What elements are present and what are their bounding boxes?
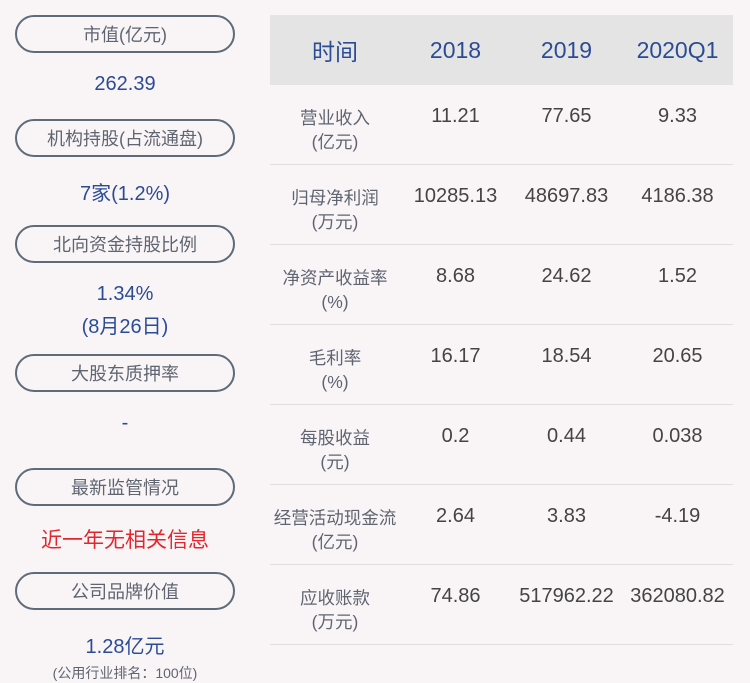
cell: 0.44: [547, 425, 586, 447]
row-label: 净资产收益率 (%): [282, 268, 388, 312]
pledge-ratio-label: 大股东质押率: [15, 354, 235, 392]
financial-table: 时间 2018 2019 2020Q1 营业收入 (亿元) 11.21 77.65…: [270, 15, 733, 645]
header-2019: 2019: [540, 36, 593, 63]
header-2018: 2018: [429, 36, 482, 63]
cell: 3.83: [547, 505, 586, 527]
row-label: 应收账款 (万元): [300, 588, 370, 632]
header-time: 时间: [312, 39, 358, 65]
cell: 0.038: [652, 425, 703, 447]
regulatory-status-label: 最新监管情况: [15, 468, 235, 506]
brand-value-value: 1.28亿元: [85, 636, 165, 658]
cell: 11.21: [431, 105, 480, 127]
row-label: 每股收益 (元): [300, 428, 370, 472]
cell: 48697.83: [524, 185, 609, 207]
cell: 16.17: [430, 345, 481, 367]
cell: 18.54: [541, 345, 592, 367]
northbound-ratio-label: 北向资金持股比例: [15, 225, 235, 263]
cell: 77.65: [541, 105, 592, 127]
row-label: 毛利率 (%): [308, 348, 362, 392]
institutional-holding-label: 机构持股(占流通盘): [15, 119, 235, 157]
row-label: 归母净利润 (万元): [291, 188, 379, 232]
cell: 24.62: [541, 265, 592, 287]
cell: 4186.38: [641, 185, 714, 207]
summary-panel: 市值(亿元) 262.39 机构持股(占流通盘) 7家(1.2%) 北向资金持股…: [15, 15, 235, 683]
table-header: 时间 2018 2019 2020Q1: [270, 15, 733, 85]
cell: 2.64: [436, 505, 475, 527]
institutional-holding-value: 7家(1.2%): [79, 183, 171, 205]
cell: 517962.22: [519, 585, 614, 607]
table-row: 营业收入 (亿元) 11.21 77.65 9.33: [270, 85, 733, 165]
table-row: 归母净利润 (万元) 10285.13 48697.83 4186.38: [270, 165, 733, 245]
regulatory-status-value: 近一年无相关信息: [41, 529, 209, 552]
table-row: 经营活动现金流 (亿元) 2.64 3.83 -4.19: [270, 485, 733, 565]
pledge-ratio-value: -: [121, 412, 129, 434]
table-row: 毛利率 (%) 16.17 18.54 20.65: [270, 325, 733, 405]
header-2020q1: 2020Q1: [636, 36, 719, 63]
cell: 8.68: [436, 265, 475, 287]
market-cap-label: 市值(亿元): [15, 15, 235, 53]
table-row: 每股收益 (元) 0.2 0.44 0.038: [270, 405, 733, 485]
cell: 74.86: [430, 585, 481, 607]
cell: 20.65: [652, 345, 703, 367]
cell: 362080.82: [630, 585, 725, 607]
table-row: 净资产收益率 (%) 8.68 24.62 1.52: [270, 245, 733, 325]
cell: 10285.13: [413, 185, 498, 207]
northbound-ratio-value: 1.34%: [96, 283, 154, 305]
cell: 1.52: [658, 265, 697, 287]
cell: -4.19: [654, 505, 701, 527]
brand-value-label: 公司品牌价值: [15, 572, 235, 610]
row-label: 经营活动现金流 (亿元): [273, 508, 397, 552]
market-cap-value: 262.39: [94, 73, 156, 95]
cell: 9.33: [658, 105, 697, 127]
brand-rank-note: (公用行业排名：100位): [52, 665, 198, 681]
northbound-ratio-date: (8月26日): [81, 316, 169, 338]
cell: 0.2: [441, 425, 470, 447]
row-label: 营业收入 (亿元): [300, 108, 370, 152]
table-row: 应收账款 (万元) 74.86 517962.22 362080.82: [270, 565, 733, 645]
